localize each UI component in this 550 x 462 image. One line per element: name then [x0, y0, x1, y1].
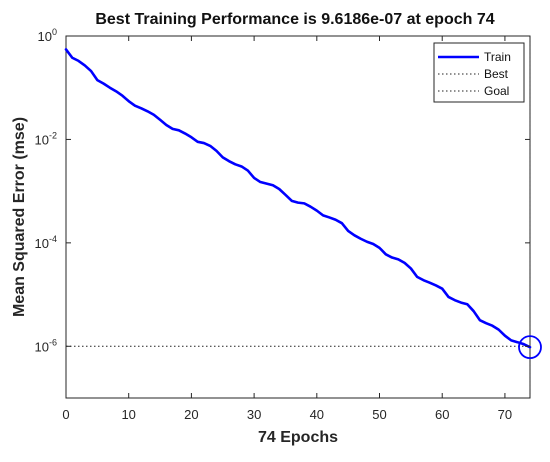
legend-frame [433, 42, 525, 103]
train-line [64, 48, 532, 349]
x-tick-label: 20 [184, 407, 198, 422]
legend-item-best-label: Best [484, 67, 509, 81]
x-tick-label: 60 [435, 407, 449, 422]
x-tick-label: 40 [310, 407, 324, 422]
y-tick-label: 10-4 [35, 234, 57, 251]
y-tick-label: 10-2 [35, 130, 57, 147]
best-marker-circle [518, 335, 542, 360]
legend: Train Best Goal [433, 42, 525, 103]
x-axis-label: 74 Epochs [258, 429, 338, 446]
x-tick-label: 0 [62, 407, 69, 422]
legend-item-train-label: Train [484, 50, 511, 64]
chart-title: Best Training Performance is 9.6186e-07 … [95, 11, 494, 28]
y-axis-ticks: 100 10-2 10-4 10-6 [35, 27, 530, 354]
x-axis-ticks: 0 10 20 30 40 50 60 70 [62, 36, 512, 422]
x-tick-label: 50 [372, 407, 386, 422]
x-tick-label: 10 [121, 407, 135, 422]
y-tick-label: 10-6 [35, 337, 57, 354]
y-axis-label: Mean Squared Error (mse) [11, 117, 28, 317]
y-tick-label: 100 [38, 27, 57, 44]
x-tick-label: 70 [498, 407, 512, 422]
plot-lines [64, 36, 542, 398]
x-tick-label: 30 [247, 407, 261, 422]
legend-item-goal-label: Goal [484, 84, 509, 98]
